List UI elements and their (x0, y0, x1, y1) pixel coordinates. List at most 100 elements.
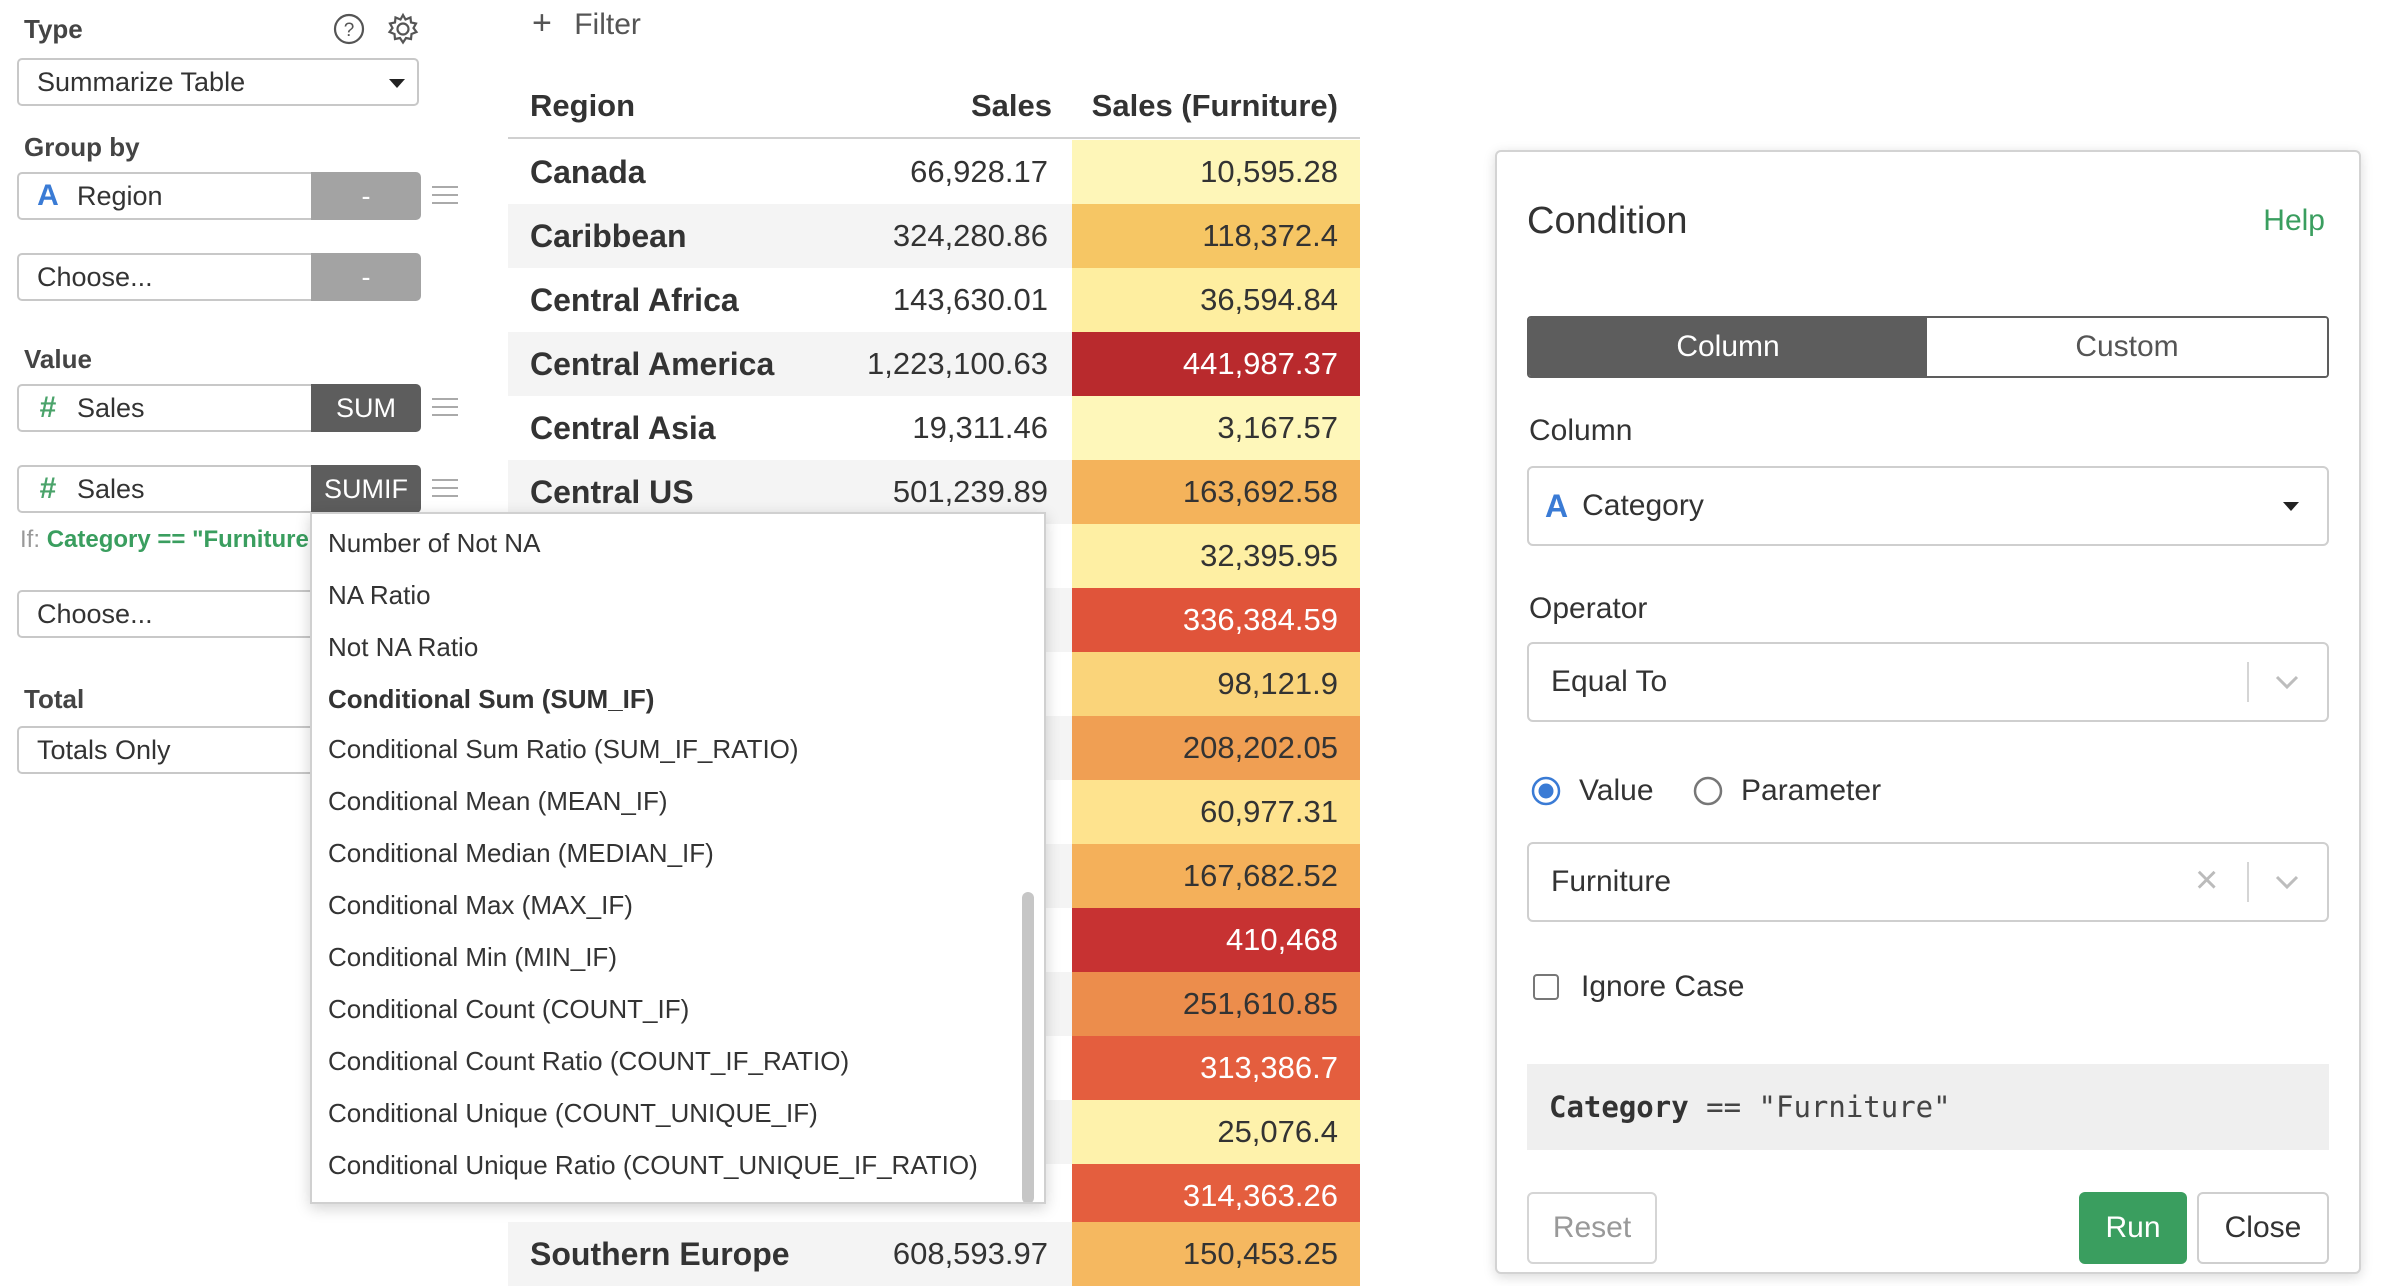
dropdown-item[interactable]: Conditional Count (COUNT_IF) (328, 994, 690, 1024)
sales-cell: 501,239.89 (892, 474, 1048, 509)
table-row: 98,121.9 (508, 652, 1360, 716)
dropdown-item[interactable]: Conditional Unique (COUNT_UNIQUE_IF) (328, 1098, 818, 1128)
clear-icon[interactable]: × (2195, 858, 2219, 902)
furniture-cell: 410,468 (1072, 908, 1360, 972)
value-agg-sumif-button[interactable]: SUMIF (311, 465, 421, 513)
dropdown-item[interactable]: Conditional Median (MEDIAN_IF) (328, 838, 714, 868)
radio-checked-icon (1531, 776, 1561, 806)
parameter-radio[interactable]: Parameter (1693, 774, 1881, 808)
table-row: Canada 66,928.17 10,595.28 (508, 140, 1360, 204)
total-select-value: Totals Only (37, 734, 171, 765)
total-select[interactable]: Totals Only (17, 726, 317, 774)
furniture-cell: 313,386.7 (1072, 1036, 1360, 1100)
dropdown-item[interactable]: Number of Not NA (328, 528, 541, 558)
table-row: Caribbean 324,280.86 118,372.4 (508, 204, 1360, 268)
type-label: Type (24, 14, 83, 44)
gear-icon[interactable] (386, 12, 420, 46)
tab-column[interactable]: Column (1529, 318, 1927, 376)
value-column-1-name: Sales (77, 392, 145, 423)
column-header-region[interactable]: Region (530, 88, 636, 123)
furniture-cell: 336,384.59 (1072, 588, 1360, 652)
group-by-choose-agg[interactable]: - (311, 253, 421, 301)
dropdown-item-selected[interactable]: Conditional Sum (SUM_IF) (328, 684, 655, 714)
value-label: Value (24, 344, 92, 374)
group-by-column[interactable]: A Region (17, 172, 313, 220)
dropdown-scrollbar[interactable] (1022, 892, 1034, 1202)
select-separator (2247, 662, 2249, 702)
column-header-sales[interactable]: Sales (970, 88, 1052, 123)
operator-select-value: Equal To (1551, 665, 1668, 698)
table-row: 60,977.31 (508, 780, 1360, 844)
region-cell: Central Africa (530, 282, 739, 318)
value-radio[interactable]: Value (1531, 774, 1654, 808)
value-choose-placeholder: Choose... (37, 598, 153, 629)
furniture-cell: 98,121.9 (1072, 652, 1360, 716)
region-cell: Central America (530, 346, 775, 382)
group-by-agg-button[interactable]: - (311, 172, 421, 220)
value-choose[interactable]: Choose... (17, 590, 317, 638)
parameter-radio-label: Parameter (1741, 774, 1882, 807)
furniture-cell: 118,372.4 (1072, 204, 1360, 268)
value-column-2-name: Sales (77, 473, 145, 504)
close-button[interactable]: Close (2197, 1192, 2329, 1264)
furniture-cell: 167,682.52 (1072, 844, 1360, 908)
furniture-cell: 60,977.31 (1072, 780, 1360, 844)
table-row: 410,468 (508, 908, 1360, 972)
type-select[interactable]: Summarize Table (17, 58, 419, 106)
plus-icon: + (532, 4, 552, 42)
dropdown-item[interactable]: Conditional Sum Ratio (SUM_IF_RATIO) (328, 734, 799, 764)
dropdown-item[interactable]: Conditional Mean (MEAN_IF) (328, 786, 668, 816)
value-column-1[interactable]: # Sales (17, 384, 313, 432)
furniture-cell: 10,595.28 (1072, 140, 1360, 204)
drag-handle-icon[interactable] (432, 186, 458, 206)
help-icon[interactable]: ? (332, 12, 366, 46)
value-agg-sum-button[interactable]: SUM (311, 384, 421, 432)
dropdown-item[interactable]: Conditional Unique Ratio (COUNT_UNIQUE_I… (328, 1150, 978, 1180)
group-by-choose[interactable]: Choose... (17, 253, 313, 301)
string-type-icon: A (37, 179, 59, 212)
drag-handle-icon[interactable] (432, 398, 458, 418)
dropdown-item[interactable]: Conditional Min (MIN_IF) (328, 942, 617, 972)
sumif-condition-summary[interactable]: If: Category == "Furniture" (20, 526, 310, 554)
value-column-2[interactable]: # Sales (17, 465, 313, 513)
select-separator (2247, 862, 2249, 902)
column-label: Column (1529, 414, 1633, 447)
dropdown-item[interactable]: Conditional Count Ratio (COUNT_IF_RATIO) (328, 1046, 850, 1076)
tab-custom[interactable]: Custom (1927, 318, 2327, 376)
chevron-down-icon (2275, 675, 2299, 690)
region-cell: Southern Europe (530, 1236, 790, 1272)
add-filter-button[interactable]: + Filter (532, 4, 641, 43)
table-row: 313,386.7 (508, 1036, 1360, 1100)
preview-expression: == "Furniture" (1688, 1090, 1951, 1124)
filter-label: Filter (574, 8, 641, 41)
dropdown-item[interactable]: NA Ratio (328, 580, 431, 610)
operator-select[interactable]: Equal To (1527, 642, 2329, 722)
value-select[interactable]: Furniture × (1527, 842, 2329, 922)
help-link[interactable]: Help (2263, 204, 2325, 237)
total-label: Total (24, 684, 85, 714)
checkbox-unchecked-icon (1533, 974, 1559, 1000)
drag-handle-icon[interactable] (432, 479, 458, 499)
table-row: Central Asia 19,311.46 3,167.57 (508, 396, 1360, 460)
ignore-case-checkbox[interactable]: Ignore Case (1533, 970, 1744, 1004)
group-by-column-name: Region (77, 180, 163, 211)
sales-cell: 1,223,100.63 (866, 346, 1048, 381)
dropdown-item[interactable]: Conditional Max (MAX_IF) (328, 890, 633, 920)
region-cell: Central Asia (530, 410, 716, 446)
furniture-cell: 251,610.85 (1072, 972, 1360, 1036)
chevron-down-icon (2275, 875, 2299, 890)
number-type-icon: # (39, 472, 57, 505)
column-select[interactable]: A Category (1527, 466, 2329, 546)
chevron-down-icon (2283, 502, 2299, 511)
sales-cell: 66,928.17 (910, 154, 1048, 189)
run-button[interactable]: Run (2079, 1192, 2187, 1264)
column-header-sales-furniture[interactable]: Sales (Furniture) (1091, 88, 1338, 123)
reset-button[interactable]: Reset (1527, 1192, 1657, 1264)
sales-cell: 19,311.46 (912, 410, 1048, 445)
furniture-cell: 150,453.25 (1072, 1222, 1360, 1286)
furniture-cell: 25,076.4 (1072, 1100, 1360, 1164)
region-cell: Canada (530, 154, 646, 190)
svg-text:?: ? (344, 20, 355, 41)
value-select-text: Furniture (1551, 865, 1672, 898)
dropdown-item[interactable]: Not NA Ratio (328, 632, 479, 662)
